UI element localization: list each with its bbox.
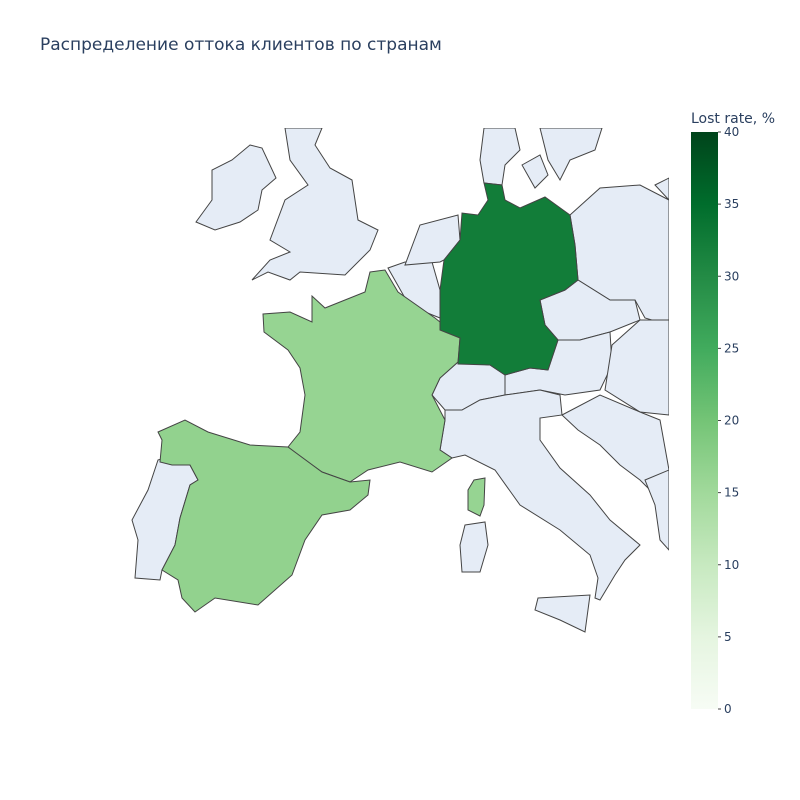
map <box>131 128 669 633</box>
country <box>439 389 641 601</box>
colorbar-tick-label: 0 <box>724 702 732 716</box>
country <box>195 144 277 231</box>
chart-title: Распределение оттока клиентов по странам <box>40 35 442 55</box>
country <box>604 319 669 416</box>
colorbar-tick-label: 35 <box>724 197 739 211</box>
colorbar-tick-label: 25 <box>724 341 739 355</box>
country <box>534 594 591 633</box>
colorbar-tick-label: 30 <box>724 269 739 283</box>
country <box>459 521 489 573</box>
country <box>251 128 379 281</box>
colorbar-tick-label: 10 <box>724 558 739 572</box>
colorbar-tick-label: 5 <box>724 630 732 644</box>
country-region <box>157 419 371 613</box>
colorbar <box>691 132 718 709</box>
country-region <box>467 477 486 517</box>
colorbar-tick-label: 20 <box>724 414 739 428</box>
colorbar-tick-label: 15 <box>724 486 739 500</box>
country <box>479 128 521 186</box>
colorbar-title: Lost rate, % <box>691 111 775 127</box>
country-region <box>439 182 579 376</box>
country <box>521 128 603 189</box>
country <box>644 469 669 551</box>
colorbar-tick-label: 40 <box>724 125 739 139</box>
